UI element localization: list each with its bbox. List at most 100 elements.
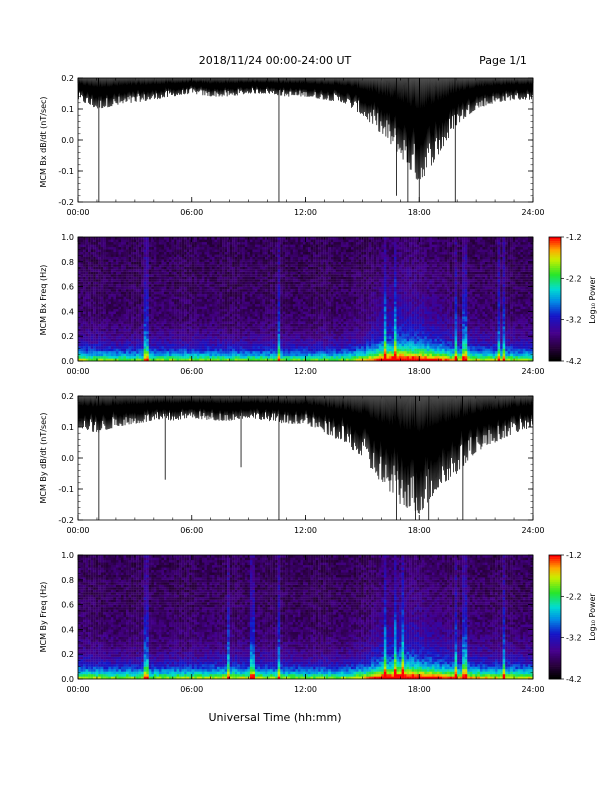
spectrogram-cell xyxy=(136,239,139,243)
spectrogram-cell xyxy=(292,256,296,260)
spectrogram-cell xyxy=(166,303,170,307)
spectrogram-cell xyxy=(196,256,200,260)
spectrogram-cell xyxy=(280,326,283,329)
spectrogram-cell xyxy=(214,261,218,265)
spectrogram-cell xyxy=(275,299,278,302)
spectrogram-cell xyxy=(280,318,283,322)
spectrogram-cell xyxy=(161,358,165,362)
spectrogram-cell xyxy=(285,281,288,285)
spectrogram-cell xyxy=(156,358,160,362)
spectrogram-cell xyxy=(201,338,205,342)
spectrogram-cell xyxy=(234,296,238,300)
spectrogram-cell xyxy=(148,276,152,280)
spectrogram-cell xyxy=(224,286,228,290)
spectrogram-cell xyxy=(249,299,253,302)
spectrogram-cell xyxy=(257,353,261,357)
spectrogram-cell xyxy=(247,353,251,357)
spectrogram-cell xyxy=(211,286,215,290)
spectrogram-cell xyxy=(194,358,197,362)
spectrogram-cell xyxy=(315,256,319,260)
spectrogram-cell xyxy=(224,313,228,317)
spectrogram-cell xyxy=(108,296,112,300)
spectrogram-cell xyxy=(108,343,112,347)
spectrogram-cell xyxy=(131,289,134,292)
spectrogram-cell xyxy=(156,348,160,352)
spectrogram-cell xyxy=(98,237,101,240)
spectrogram-cell xyxy=(184,338,187,342)
spectrogram-cell xyxy=(88,333,91,337)
spectrogram-cell xyxy=(103,306,106,310)
spectrogram-cell xyxy=(138,333,142,337)
spectrogram-cell xyxy=(108,351,112,354)
spectrogram-cell xyxy=(257,358,261,362)
spectrogram-cell xyxy=(287,348,291,352)
spectrogram-cell xyxy=(209,333,213,337)
spectrogram-cell xyxy=(232,239,235,243)
spectrogram-cell xyxy=(265,343,268,347)
spectrogram-cell xyxy=(211,241,215,245)
spectrogram-cell xyxy=(189,333,192,337)
spectrogram-cell xyxy=(85,281,89,285)
spectrogram-cell xyxy=(297,341,301,344)
spectrogram-cell xyxy=(169,306,172,310)
spectrogram-cell xyxy=(136,338,139,342)
spectrogram-cell xyxy=(115,299,119,302)
spectrogram-cell xyxy=(267,328,271,332)
spectrogram-cell xyxy=(295,274,299,277)
spectrogram-cell xyxy=(229,316,233,319)
spectrogram-cell xyxy=(176,316,180,319)
spectrogram-cell xyxy=(171,341,175,344)
spectrogram-cell xyxy=(138,249,142,253)
spectrogram-cell xyxy=(209,261,213,265)
spectrogram-cell xyxy=(131,331,134,334)
spectrogram-cell xyxy=(217,264,220,267)
spectrogram-cell xyxy=(272,251,276,255)
spectrogram-cell xyxy=(141,328,144,332)
spectrogram-cell xyxy=(252,246,256,250)
spectrogram-cell xyxy=(204,326,208,329)
spectrogram-cell xyxy=(105,323,109,327)
spectrogram-cell xyxy=(120,284,124,287)
spectrogram-cell xyxy=(257,306,261,310)
spectrogram-cell xyxy=(211,336,215,339)
spectrogram-cell xyxy=(141,241,144,245)
spectrogram-cell xyxy=(285,294,288,297)
spectrogram-cell xyxy=(242,284,245,287)
spectrogram-cell xyxy=(136,356,139,359)
spectrogram-cell xyxy=(201,249,205,253)
spectrogram-cell xyxy=(222,271,225,275)
spectrogram-cell xyxy=(153,291,157,295)
spectrogram-cell xyxy=(115,336,119,339)
spectrogram-cell xyxy=(204,301,208,305)
spectrogram-cell xyxy=(320,281,324,285)
spectrogram-cell xyxy=(196,241,200,245)
spectrogram-cell xyxy=(204,336,208,339)
spectrogram-cell xyxy=(320,346,324,349)
spectrogram-cell xyxy=(229,286,233,290)
spectrogram-cell xyxy=(138,328,142,332)
spectrogram-cell xyxy=(219,308,223,312)
spectrogram-cell xyxy=(196,313,200,317)
spectrogram-cell xyxy=(115,241,119,245)
spectrogram-cell xyxy=(247,281,251,285)
spectrogram-cell xyxy=(308,246,311,250)
spectrogram-cell xyxy=(90,306,94,310)
spectrogram-cell xyxy=(95,299,99,302)
spectrogram-cell xyxy=(141,291,144,295)
spectrogram-cell xyxy=(113,353,117,357)
spectrogram-cell xyxy=(126,244,129,248)
spectrogram-cell xyxy=(163,296,167,300)
spectrogram-cell xyxy=(201,323,205,327)
spectrogram-cell xyxy=(222,244,225,248)
spectrogram-cell xyxy=(181,294,185,297)
spectrogram-cell xyxy=(265,271,268,275)
spectrogram-cell xyxy=(120,266,124,270)
spectrogram-cell xyxy=(270,241,273,245)
spectrogram-cell xyxy=(105,264,109,267)
spectrogram-cell xyxy=(156,281,160,285)
spectrogram-cell xyxy=(285,301,288,305)
spectrogram-cell xyxy=(138,286,142,290)
spectrogram-cell xyxy=(191,256,195,260)
spectrogram-cell xyxy=(287,281,291,285)
spectrogram-cell xyxy=(300,343,304,347)
